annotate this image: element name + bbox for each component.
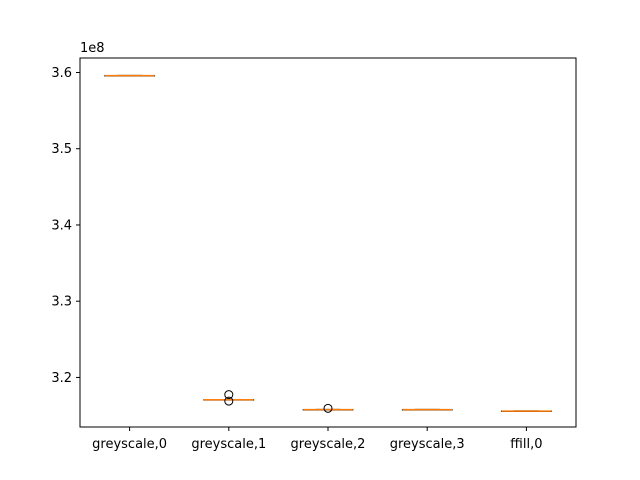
y-tick-label: 3.4 <box>51 218 72 233</box>
box-flier <box>224 396 234 406</box>
y-tick-label: 3.2 <box>51 371 72 386</box>
x-tick-label: greyscale,3 <box>390 437 465 452</box>
x-tick-label: greyscale,0 <box>92 437 167 452</box>
y-tick-label: 3.6 <box>51 66 72 81</box>
y-tick-label: 3.3 <box>51 295 72 310</box>
y-axis-offset-label: 1e8 <box>80 41 105 56</box>
x-tick-label: ffill,0 <box>510 437 542 452</box>
axes-frame <box>79 57 577 428</box>
y-tick-label: 3.5 <box>51 142 72 157</box>
box-flier <box>323 403 333 413</box>
x-tick-label: greyscale,1 <box>191 437 266 452</box>
box-flier <box>224 390 234 400</box>
x-tick-label: greyscale,2 <box>291 437 366 452</box>
plot-area: 3.2 3.3 3.4 3.5 3.6 greyscale,0 greyscale,1 gre… <box>51 57 577 452</box>
